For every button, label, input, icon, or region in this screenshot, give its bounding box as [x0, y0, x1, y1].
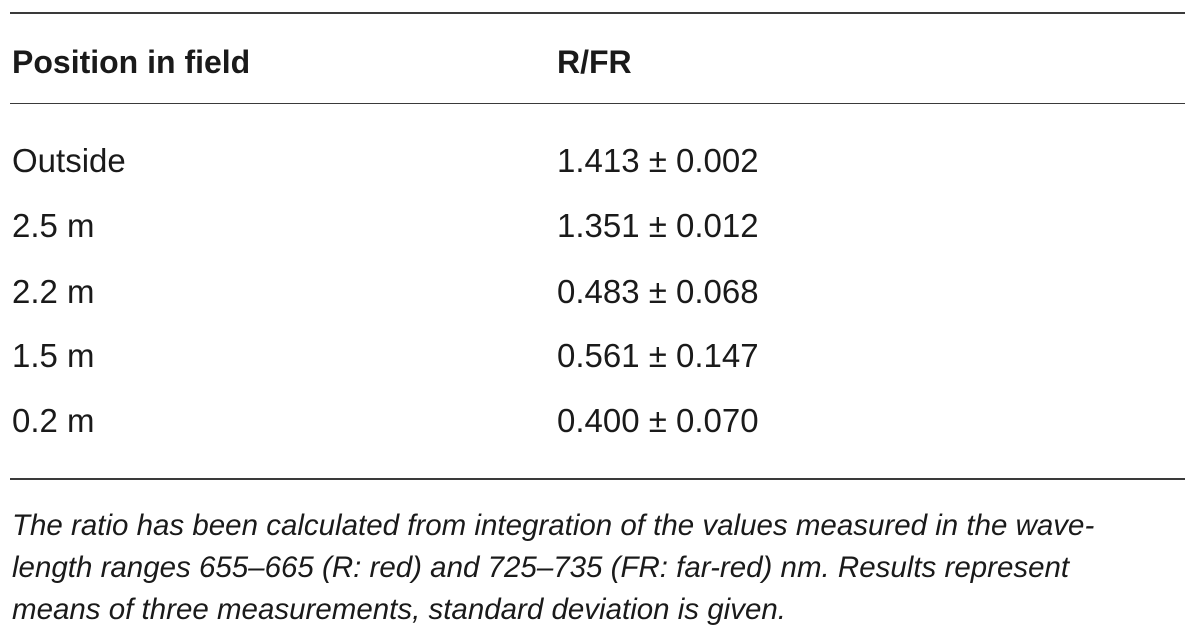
- footnote-line: means of three measurements, standard de…: [12, 593, 786, 626]
- row-position-cell: 2.5 m: [12, 207, 95, 244]
- row-position-cell: Outside: [12, 142, 126, 179]
- footnote-line: The ratio has been calculated from integ…: [12, 509, 1095, 542]
- header-ratio: R/FR: [557, 44, 632, 80]
- row-ratio-cell: 0.400 ± 0.070: [557, 402, 759, 439]
- row-position-cell: 1.5 m: [12, 337, 95, 374]
- row-ratio-cell: 1.413 ± 0.002: [557, 142, 759, 179]
- top-rule: [10, 12, 1185, 14]
- table-footnote: The ratio has been calculated from integ…: [12, 505, 1187, 631]
- row-ratio-cell: 1.351 ± 0.012: [557, 207, 759, 244]
- row-position-cell: 0.2 m: [12, 402, 95, 439]
- row-ratio-cell: 0.561 ± 0.147: [557, 337, 759, 374]
- header-position: Position in field: [12, 44, 251, 80]
- header-rule: [10, 103, 1185, 104]
- row-position-cell: 2.2 m: [12, 273, 95, 310]
- footnote-line: length ranges 655–665 (R: red) and 725–7…: [12, 551, 1070, 584]
- row-ratio-cell: 0.483 ± 0.068: [557, 273, 759, 310]
- bottom-rule: [10, 478, 1185, 480]
